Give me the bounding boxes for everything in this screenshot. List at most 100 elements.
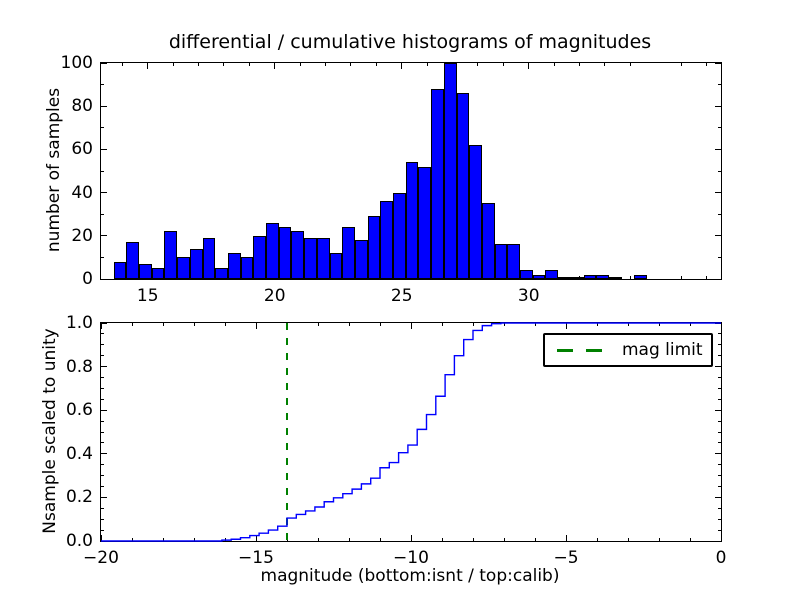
x-minor-tick-mark	[317, 323, 319, 326]
x-minor-tick-mark	[317, 538, 319, 541]
y-tick-mark	[715, 278, 721, 280]
y-tick-mark	[715, 62, 721, 64]
x-minor-tick-mark	[162, 538, 164, 541]
x-minor-tick-mark	[534, 323, 536, 326]
y-minor-tick-mark	[718, 355, 721, 357]
y-minor-tick-mark	[101, 333, 104, 335]
y-minor-tick-mark	[101, 529, 104, 531]
histogram-bar	[596, 274, 609, 279]
y-minor-tick-mark	[718, 486, 721, 487]
x-minor-tick-mark	[689, 538, 691, 541]
y-minor-tick-mark	[101, 170, 104, 172]
x-tick-label: −10	[393, 548, 429, 568]
y-minor-tick-mark	[101, 84, 104, 86]
y-minor-tick-mark	[718, 420, 721, 422]
y-tick-mark	[715, 366, 721, 368]
x-minor-tick-mark	[534, 538, 536, 541]
y-minor-tick-mark	[101, 213, 104, 215]
y-tick-mark	[715, 409, 721, 411]
y-tick-label: 100	[60, 53, 93, 73]
y-tick-label: 0.2	[65, 487, 93, 508]
x-minor-tick-mark	[629, 276, 631, 279]
x-minor-tick-mark	[627, 538, 629, 541]
histogram-bar	[189, 248, 203, 279]
y-tick-mark	[715, 453, 721, 455]
x-tick-label: 15	[136, 286, 159, 306]
y-minor-tick-mark	[718, 333, 721, 335]
y-tick-mark	[101, 496, 107, 498]
x-minor-tick-mark	[121, 63, 123, 66]
x-tick-mark	[528, 63, 530, 69]
histogram-bar	[380, 201, 394, 279]
histogram-bar	[240, 257, 254, 279]
x-minor-tick-mark	[553, 63, 555, 66]
x-minor-tick-mark	[441, 323, 443, 326]
y-minor-tick-mark	[101, 507, 104, 509]
x-minor-tick-mark	[706, 276, 708, 279]
x-minor-tick-mark	[596, 323, 598, 326]
x-minor-tick-mark	[502, 63, 504, 66]
x-minor-tick-mark	[198, 63, 200, 66]
y-minor-tick-mark	[718, 170, 721, 172]
y-minor-tick-mark	[101, 518, 104, 520]
y-tick-mark	[101, 409, 107, 411]
y-tick-label: 0.4	[65, 443, 93, 464]
x-tick-label: 20	[263, 286, 286, 306]
x-minor-tick-mark	[658, 538, 660, 541]
x-minor-tick-mark	[689, 323, 691, 326]
x-minor-tick-mark	[325, 63, 327, 66]
x-minor-tick-mark	[503, 538, 505, 541]
x-minor-tick-mark	[224, 323, 226, 326]
x-minor-tick-mark	[162, 323, 164, 326]
histogram-bar	[139, 263, 152, 279]
x-tick-label: −5	[553, 548, 579, 568]
y-minor-tick-mark	[718, 387, 721, 389]
cumulative-curve	[101, 322, 721, 542]
x-tick-mark	[565, 535, 567, 541]
y-minor-tick-mark	[101, 475, 104, 477]
y-minor-tick-mark	[101, 256, 104, 258]
x-tick-mark	[720, 535, 722, 541]
y-minor-tick-mark	[718, 464, 721, 466]
histogram-bar	[342, 227, 355, 279]
histogram-bar	[393, 192, 406, 279]
legend-dashed-line-sample	[557, 348, 605, 352]
y-minor-tick-mark	[101, 431, 104, 433]
y-minor-tick-mark	[718, 431, 721, 433]
y-minor-tick-mark	[718, 377, 721, 378]
y-tick-mark	[101, 453, 107, 455]
histogram-bar	[177, 257, 190, 279]
y-tick-mark	[101, 322, 107, 324]
histogram-bar	[469, 145, 482, 279]
x-tick-mark	[274, 63, 276, 69]
x-tick-label: −15	[238, 548, 274, 568]
y-tick-mark	[715, 148, 721, 150]
histogram-bar	[431, 88, 444, 279]
y-minor-tick-mark	[101, 486, 104, 487]
histogram-bar	[545, 270, 559, 279]
y-minor-tick-mark	[718, 344, 721, 346]
x-minor-tick-mark	[579, 63, 581, 66]
x-minor-tick-mark	[348, 323, 350, 326]
histogram-bar	[507, 244, 521, 279]
histogram-bar	[266, 222, 279, 279]
x-minor-tick-mark	[629, 63, 631, 66]
y-tick-mark	[715, 192, 721, 194]
y-minor-tick-mark	[101, 355, 104, 357]
x-minor-tick-mark	[375, 63, 377, 66]
histogram-bar	[354, 240, 368, 279]
y-tick-label: 0	[82, 269, 93, 289]
top-axes: 15 20 25 30 0 20 40 60 80 100	[61, 53, 722, 306]
y-tick-label: 20	[71, 225, 93, 246]
y-minor-tick-mark	[718, 475, 721, 477]
y-minor-tick-mark	[101, 127, 104, 129]
x-tick-mark	[255, 535, 257, 541]
legend-label: mag limit	[622, 340, 703, 360]
histogram-bar	[304, 237, 317, 279]
bottom-y-axis-label: Nsample scaled to unity	[40, 328, 60, 534]
x-tick-label: −20	[83, 548, 119, 568]
x-minor-tick-mark	[172, 63, 174, 66]
x-tick-mark	[255, 323, 257, 329]
x-minor-tick-mark	[299, 63, 301, 66]
histogram-bar	[367, 216, 381, 279]
